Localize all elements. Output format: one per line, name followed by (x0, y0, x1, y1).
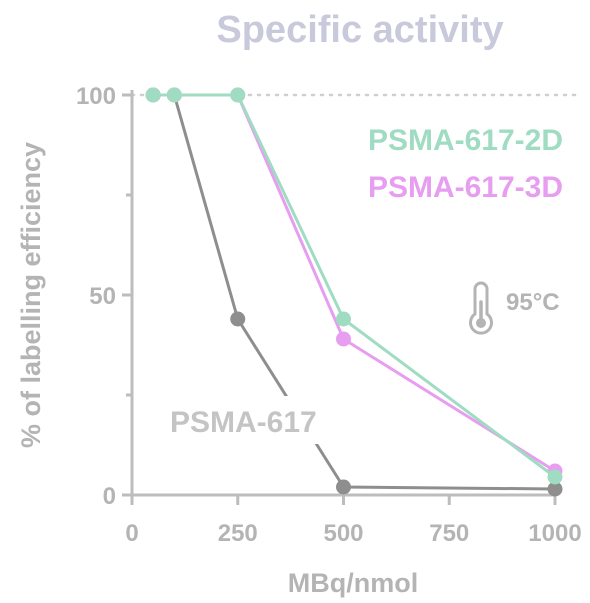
x-tick-label-750: 750 (429, 520, 469, 547)
y-tick-label-100: 100 (76, 83, 116, 110)
data-point-psma-617-2d-250 (230, 87, 246, 103)
thermometer-icon (469, 281, 493, 335)
temperature-label: 95°C (506, 289, 560, 316)
data-point-psma-617-250 (230, 311, 246, 327)
data-point-psma-617-2d-500 (336, 311, 351, 327)
series-label-psma-617-2d: PSMA-617-2D (368, 124, 563, 157)
x-tick-label-0: 0 (125, 520, 138, 547)
data-point-psma-617-3d-500 (336, 331, 351, 347)
data-point-psma-617-2d-100 (166, 87, 182, 103)
data-point-psma-617-2d-50 (145, 87, 161, 103)
x-tick-label-1000: 1000 (528, 520, 581, 547)
chart-title: Specific activity (216, 9, 503, 51)
series-label-psma-617-3d: PSMA-617-3D (368, 171, 563, 204)
series-label-background-psma-617 (162, 396, 338, 444)
x-tick-label-250: 250 (218, 520, 258, 547)
x-tick-label-500: 500 (323, 520, 363, 547)
data-point-psma-617-1000 (547, 481, 563, 497)
y-axis-title: % of labelling efficiency (16, 142, 46, 448)
series-label-psma-617: PSMA-617 (170, 406, 317, 439)
x-axis-title: MBq/nmol (288, 568, 418, 598)
data-point-psma-617-2d-1000 (547, 469, 563, 485)
y-tick-label-0: 0 (103, 483, 116, 510)
y-tick-label-50: 50 (89, 283, 116, 310)
data-point-psma-617-500 (336, 479, 351, 495)
